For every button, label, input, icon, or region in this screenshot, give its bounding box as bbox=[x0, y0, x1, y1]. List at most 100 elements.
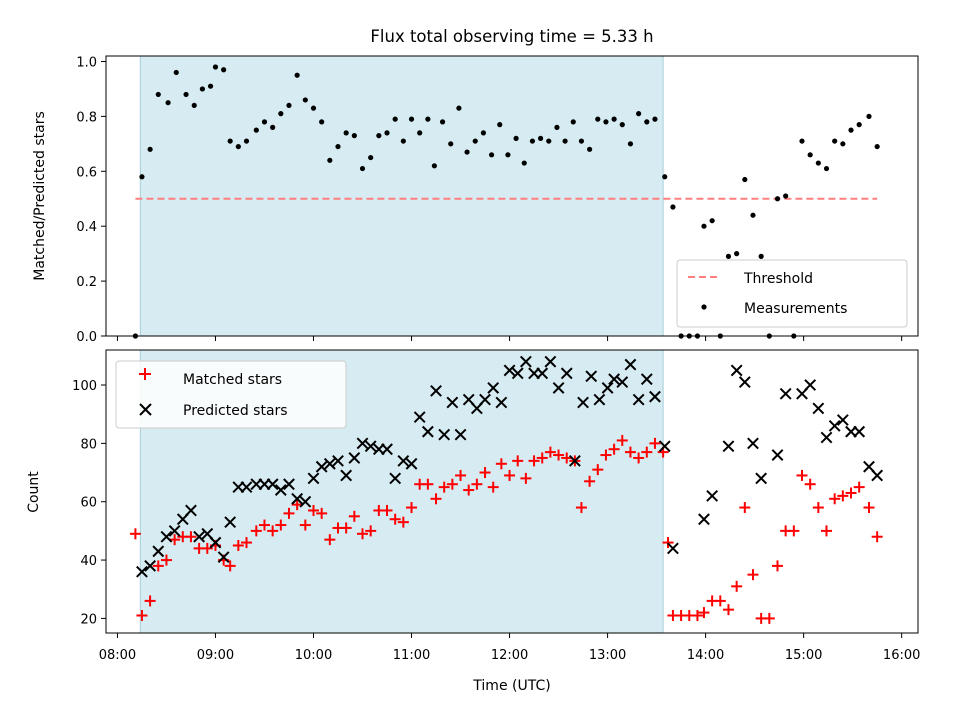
matched-star-point bbox=[258, 519, 270, 531]
matched-star-point bbox=[544, 446, 556, 458]
matched-star-point bbox=[406, 502, 418, 514]
measurement-point bbox=[139, 174, 145, 180]
matched-star-point bbox=[389, 513, 401, 525]
predicted-star-point bbox=[667, 542, 679, 555]
predicted-star-point bbox=[193, 530, 206, 543]
predicted-star-point bbox=[136, 565, 148, 578]
predicted-star-point bbox=[771, 449, 784, 461]
top-y-tick-label: 0.2 bbox=[76, 275, 97, 290]
matched-star-point bbox=[152, 560, 164, 572]
measurement-point bbox=[627, 141, 634, 147]
predicted-star-point bbox=[332, 454, 344, 467]
measurement-point bbox=[488, 152, 495, 158]
matched-star-point bbox=[446, 478, 458, 490]
predicted-legend-label: Predicted stars bbox=[183, 403, 288, 419]
top-panel: 0.0 0.2 0.4 0.6 0.8 1.0 Matched/Predicted sta… bbox=[32, 55, 919, 345]
predicted-star-point bbox=[585, 370, 598, 383]
top-legend-box bbox=[676, 259, 908, 328]
predicted-star-point bbox=[828, 419, 841, 432]
measurement-point bbox=[554, 124, 560, 130]
bottom-plot-frame bbox=[105, 349, 919, 634]
measurement-point bbox=[750, 212, 756, 218]
measurement-point bbox=[497, 122, 503, 128]
matched-star-point bbox=[357, 528, 369, 540]
predicted-star-point bbox=[307, 472, 320, 485]
predicted-star-point bbox=[853, 425, 866, 438]
predicted-star-point bbox=[804, 379, 817, 391]
measurement-point bbox=[431, 163, 437, 169]
measurement-point bbox=[227, 138, 233, 144]
predicted-star-point bbox=[185, 504, 197, 517]
x-tick-label: 09:00 bbox=[197, 648, 234, 663]
bottom-legend: Matched stars Predicted stars bbox=[115, 360, 347, 429]
measurement-point bbox=[319, 119, 325, 125]
measurement-point bbox=[464, 149, 470, 155]
predicted-star-point bbox=[266, 478, 279, 491]
matched-star-point bbox=[771, 560, 783, 572]
measurement-point bbox=[261, 119, 268, 125]
predicted-star-point bbox=[624, 358, 637, 371]
predicted-star-point bbox=[552, 382, 565, 394]
matched-star-point bbox=[438, 481, 450, 493]
matched-star-point bbox=[584, 475, 596, 487]
matched-star-point bbox=[592, 464, 604, 476]
predicted-star-point bbox=[340, 469, 353, 482]
matched-star-point bbox=[224, 560, 236, 572]
top-y-tick-label: 0.8 bbox=[76, 110, 97, 125]
top-legend: Threshold Measurements bbox=[676, 259, 908, 328]
predicted-star-point bbox=[381, 443, 393, 456]
measurement-point bbox=[400, 138, 406, 144]
top-observing-span bbox=[139, 55, 664, 337]
measurements-legend-label: Measurements bbox=[744, 301, 847, 317]
measurement-point bbox=[392, 116, 398, 122]
x-tick-label: 11:00 bbox=[393, 648, 430, 663]
predicted-star-point bbox=[836, 414, 849, 426]
measurement-point bbox=[155, 91, 161, 98]
top-y-tick-label: 0.4 bbox=[76, 220, 97, 235]
predicted-star-point bbox=[640, 373, 653, 386]
predicted-star-point bbox=[487, 382, 500, 394]
matched-star-point bbox=[553, 449, 565, 461]
predicted-star-point bbox=[397, 454, 410, 467]
predicted-star-point bbox=[240, 481, 253, 494]
matched-star-point bbox=[169, 534, 181, 546]
matched-star-point bbox=[348, 510, 360, 522]
predicted-star-point bbox=[323, 457, 336, 470]
matched-star-point bbox=[714, 595, 726, 607]
measurement-point bbox=[619, 122, 625, 128]
measurement-point bbox=[335, 143, 341, 150]
measurement-point bbox=[636, 111, 642, 117]
matched-star-point bbox=[471, 478, 483, 490]
matched-star-point bbox=[722, 604, 734, 616]
predicted-star-point bbox=[649, 390, 661, 403]
x-tick-label: 13:00 bbox=[589, 648, 626, 663]
threshold-legend-label: Threshold bbox=[743, 271, 813, 287]
predicted-star-point bbox=[389, 472, 402, 485]
predicted-star-point bbox=[698, 513, 710, 526]
matched-star-point bbox=[796, 469, 808, 481]
predicted-star-point bbox=[730, 364, 743, 377]
x-tick-label: 14:00 bbox=[687, 648, 724, 663]
measurement-point bbox=[774, 196, 781, 202]
matched-star-point bbox=[649, 437, 661, 449]
measurement-point bbox=[408, 116, 415, 122]
measurement-point bbox=[603, 119, 609, 125]
matched-star-point bbox=[283, 507, 295, 519]
measurement-point bbox=[310, 105, 317, 111]
measurement-point bbox=[417, 130, 423, 136]
measurement-point bbox=[456, 105, 462, 111]
predicted-star-point bbox=[209, 536, 222, 549]
predicted-star-point bbox=[593, 393, 606, 406]
predicted-star-point bbox=[364, 440, 377, 453]
predicted-star-point bbox=[503, 364, 516, 377]
matched-star-point bbox=[698, 607, 710, 619]
predicted-star-point bbox=[315, 460, 328, 473]
matched-star-point bbox=[863, 502, 875, 514]
measurement-point bbox=[874, 143, 880, 150]
predicted-star-point bbox=[812, 402, 825, 415]
measurement-point bbox=[595, 116, 601, 122]
predicted-star-point bbox=[291, 492, 304, 505]
x-tick-label: 12:00 bbox=[491, 648, 528, 663]
matched-star-point bbox=[307, 504, 319, 516]
